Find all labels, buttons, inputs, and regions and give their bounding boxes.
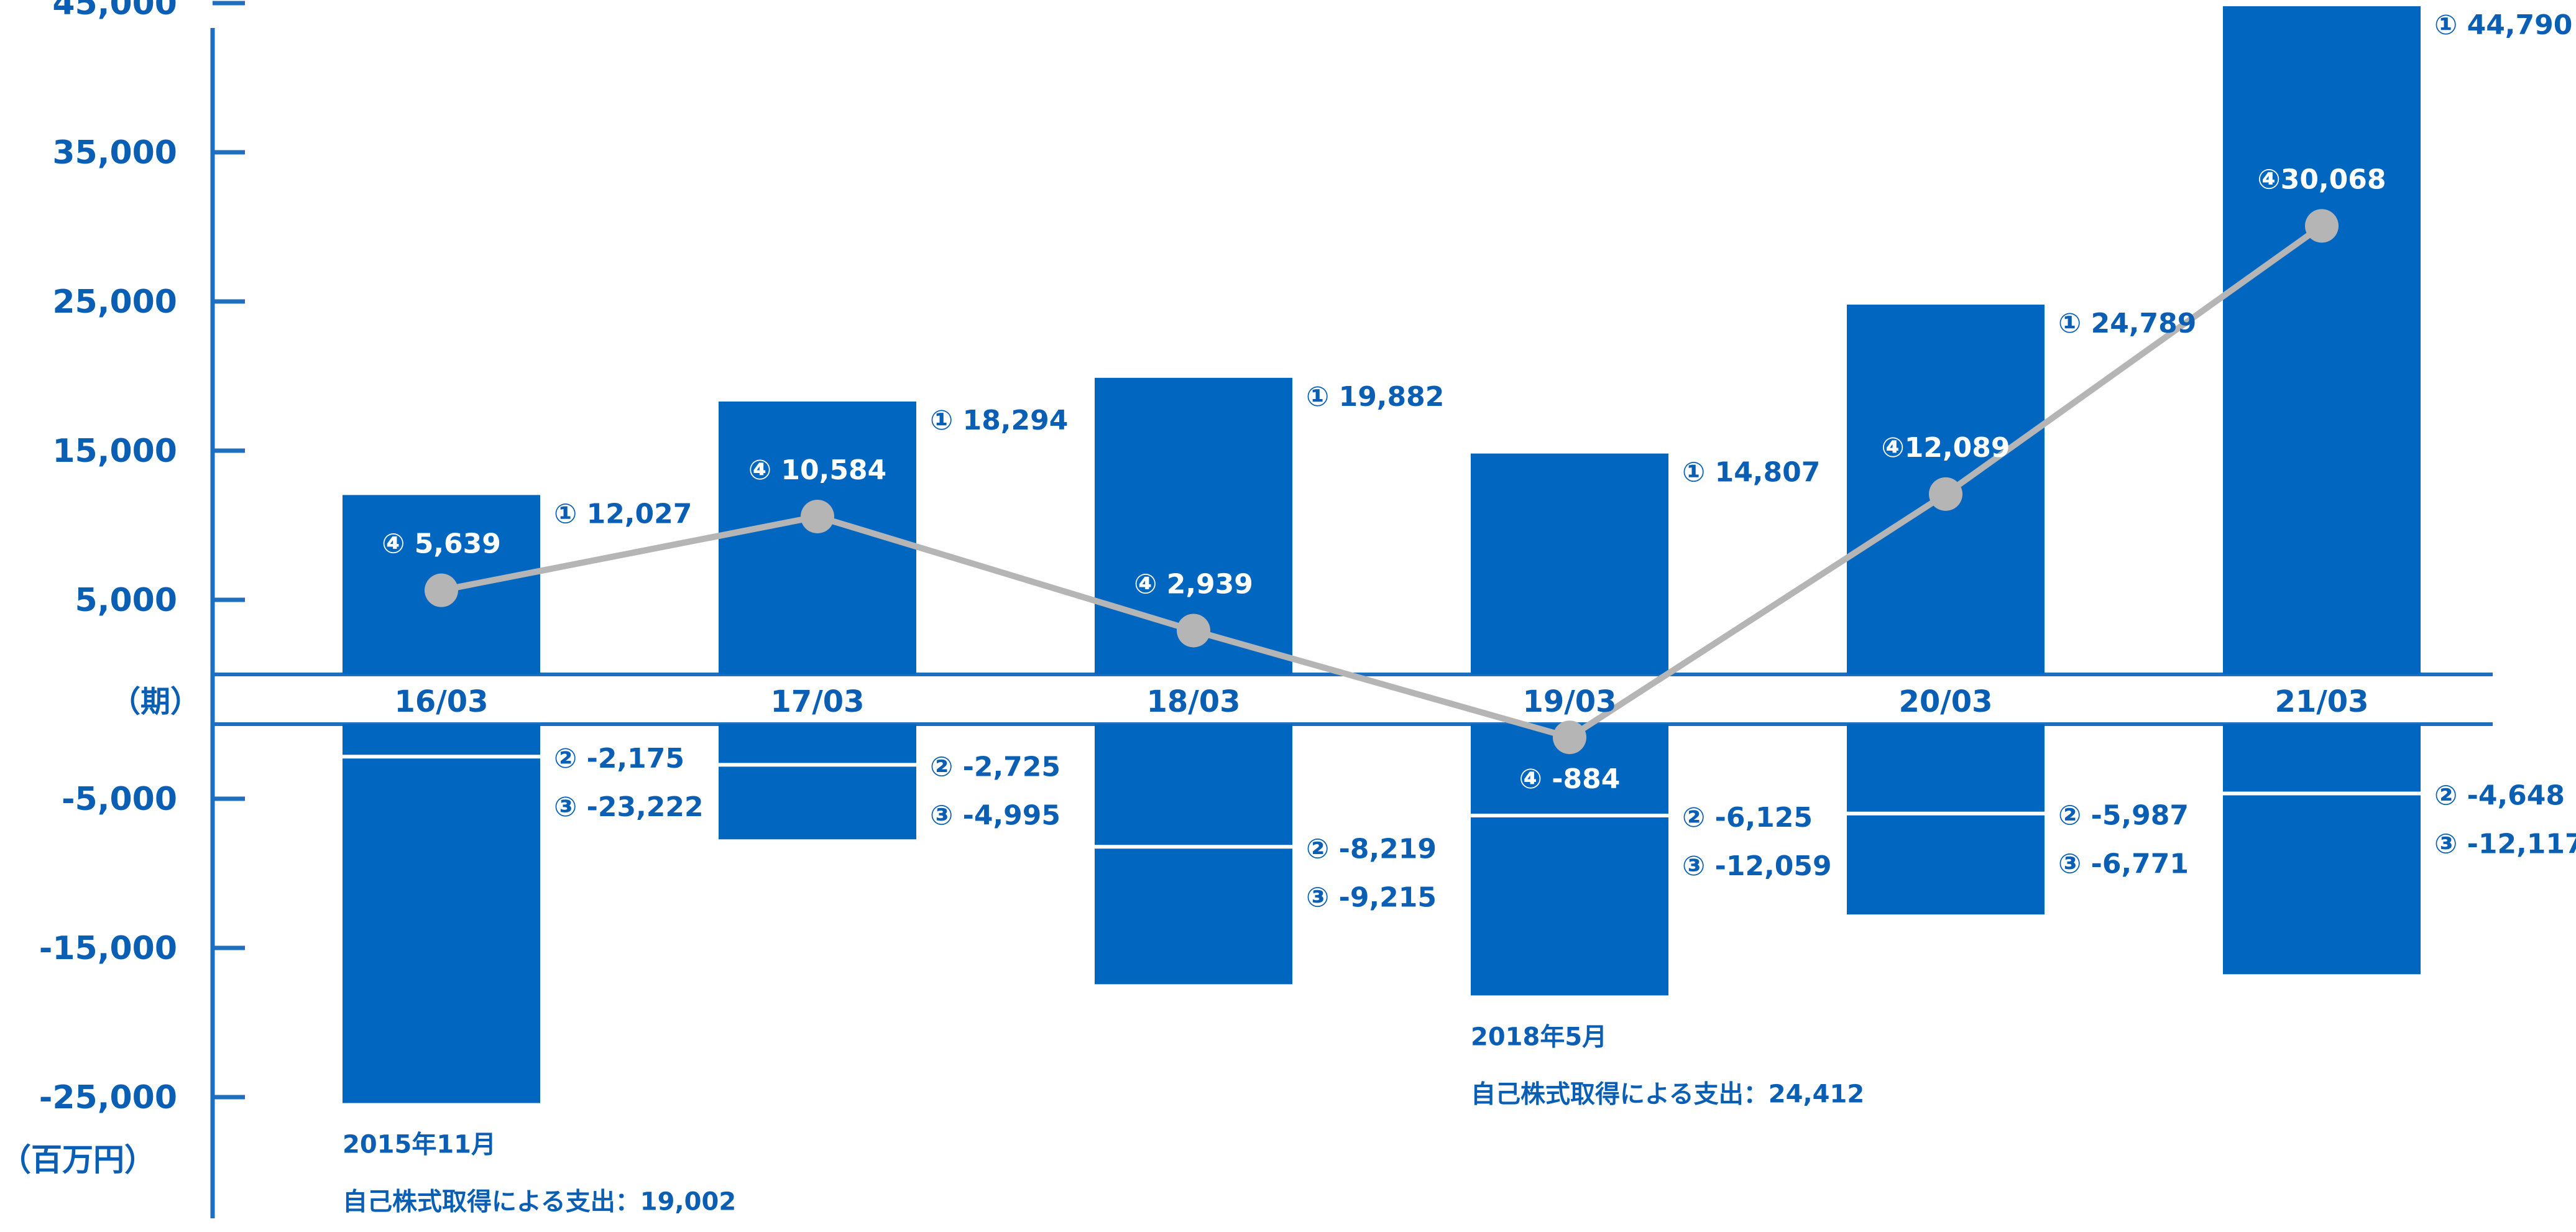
category-label: 18/03 <box>1146 684 1240 719</box>
bar-negative <box>343 724 540 1103</box>
y-tick-label: 35,000 <box>52 134 177 172</box>
value-label-2: ② -2,175 <box>554 743 684 775</box>
annotation-line: 自己株式取得による支出：19,002 <box>343 1188 736 1216</box>
line-point <box>425 573 458 607</box>
value-label-2: ② -2,725 <box>930 751 1060 783</box>
y-tick-label: -25,000 <box>39 1079 177 1116</box>
value-label-4: ④ 5,639 <box>382 528 501 560</box>
value-label-4: ④ -884 <box>1519 763 1621 795</box>
value-label-2: ② -4,648 <box>2434 780 2565 812</box>
bar-negative <box>1847 724 2045 915</box>
bar-negative <box>719 724 916 840</box>
value-label-4: ④30,068 <box>2257 163 2386 195</box>
bar-negative <box>2223 724 2421 975</box>
x-axis-label: （期） <box>111 684 200 719</box>
value-label-1: ① 12,027 <box>554 498 692 530</box>
line-point <box>801 499 834 533</box>
value-label-2: ② -6,125 <box>1682 802 1813 834</box>
bar-positive <box>1471 453 1668 674</box>
line-point <box>1553 720 1586 755</box>
y-tick-label: 5,000 <box>75 582 177 619</box>
value-label-3: ③ -12,059 <box>1682 850 1832 882</box>
bar-negative <box>1095 724 1292 985</box>
category-label: 20/03 <box>1898 684 1992 719</box>
line-point <box>1177 614 1210 648</box>
value-label-3: ③ -9,215 <box>1306 881 1437 913</box>
y-tick-label: -5,000 <box>62 781 177 818</box>
value-label-3: ③ -6,771 <box>2058 848 2189 880</box>
annotation-line: 2018年5月 <box>1471 1023 1607 1051</box>
value-label-1: ① 14,807 <box>1682 457 1820 489</box>
line-point <box>2305 209 2339 243</box>
y-tick-label: -15,000 <box>39 930 177 967</box>
y-tick-label: -35,000 <box>39 1228 177 1232</box>
line-point <box>1929 477 1962 511</box>
category-label: 16/03 <box>394 684 488 719</box>
value-label-3: ③ -4,995 <box>930 799 1060 831</box>
y-tick-label: 15,000 <box>52 433 177 470</box>
category-label: 21/03 <box>2275 684 2368 719</box>
series-line <box>425 209 2339 755</box>
bars <box>343 6 2421 1103</box>
category-label: 17/03 <box>770 684 864 719</box>
line-series-4 <box>441 223 2324 741</box>
value-label-2: ② -8,219 <box>1306 833 1437 865</box>
value-label-4: ④ 2,939 <box>1134 568 1253 600</box>
y-unit-label: （百万円） <box>0 1142 155 1178</box>
value-label-4: ④ 10,584 <box>748 454 886 486</box>
value-label-1: ① 18,294 <box>930 405 1068 436</box>
annotation-line: 自己株式取得による支出：24,412 <box>1471 1080 1864 1108</box>
y-tick-label: 45,000 <box>52 0 177 22</box>
annotation-line: 2015年11月 <box>343 1131 496 1159</box>
value-label-2: ② -5,987 <box>2058 800 2189 832</box>
value-label-1: ① 19,882 <box>1306 381 1444 413</box>
value-label-1: ① 24,789 <box>2058 308 2196 339</box>
value-label-3: ③ -12,117 <box>2434 829 2576 860</box>
value-label-3: ③ -23,222 <box>554 791 704 823</box>
category-label: 19/03 <box>1522 684 1616 719</box>
y-axis: 45,000 35,000 25,000 15,000 5,000 -5,000 -15,0… <box>39 0 2493 1232</box>
value-label-4: ④12,089 <box>1881 432 2010 464</box>
bar-negative <box>1471 724 1668 996</box>
value-label-1: ① 44,790 <box>2434 9 2572 41</box>
bar-positive <box>2223 6 2421 674</box>
value-labels: 16/03 ① 12,027 ② -2,175 ③ -23,222 17/03 ① 18,… <box>343 9 2576 1216</box>
y-tick-label: 25,000 <box>52 283 177 321</box>
